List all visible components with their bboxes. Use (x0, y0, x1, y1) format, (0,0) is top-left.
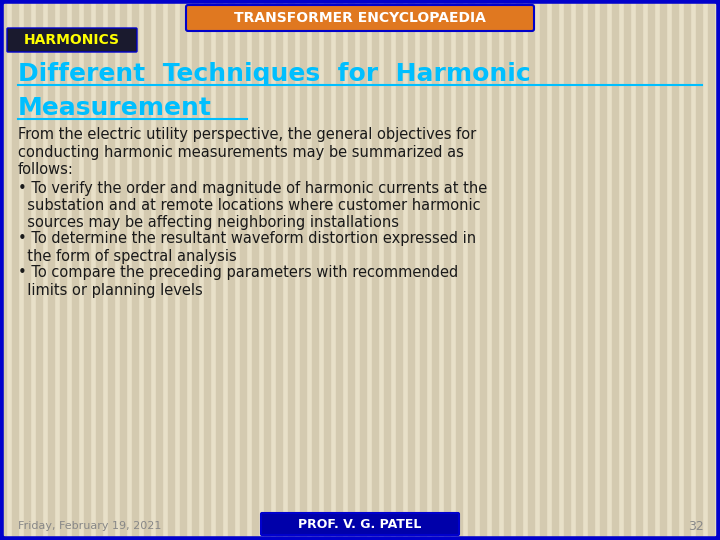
Text: follows:: follows: (18, 161, 74, 177)
FancyBboxPatch shape (186, 5, 534, 31)
Bar (696, 0, 702, 540)
Text: • To compare the preceding parameters with recommended: • To compare the preceding parameters wi… (18, 266, 458, 280)
Bar (348, 0, 354, 540)
Bar (108, 0, 114, 540)
Text: HARMONICS: HARMONICS (24, 33, 120, 47)
Text: limits or planning levels: limits or planning levels (18, 282, 203, 298)
Bar (12, 0, 18, 540)
Bar (504, 0, 510, 540)
Bar (552, 0, 558, 540)
Bar (612, 0, 618, 540)
Text: substation and at remote locations where customer harmonic: substation and at remote locations where… (18, 198, 481, 213)
Bar (180, 0, 186, 540)
Text: Friday, February 19, 2021: Friday, February 19, 2021 (18, 521, 161, 531)
Bar (456, 0, 462, 540)
Bar (240, 0, 246, 540)
Bar (516, 0, 522, 540)
Bar (636, 0, 642, 540)
Bar (660, 0, 666, 540)
Text: sources may be affecting neighboring installations: sources may be affecting neighboring ins… (18, 214, 399, 230)
Bar (600, 0, 606, 540)
Bar (624, 0, 630, 540)
Bar (48, 0, 54, 540)
Bar (264, 0, 270, 540)
Bar (588, 0, 594, 540)
Text: 32: 32 (688, 519, 704, 532)
Bar (228, 0, 234, 540)
Bar (360, 0, 366, 540)
Bar (96, 0, 102, 540)
Text: conducting harmonic measurements may be summarized as: conducting harmonic measurements may be … (18, 145, 464, 159)
Bar (336, 0, 342, 540)
Bar (252, 0, 258, 540)
Bar (540, 0, 546, 540)
Bar (672, 0, 678, 540)
Bar (648, 0, 654, 540)
Bar (684, 0, 690, 540)
Text: Measurement: Measurement (18, 96, 212, 120)
Bar (384, 0, 390, 540)
Bar (528, 0, 534, 540)
Bar (60, 0, 66, 540)
Bar (432, 0, 438, 540)
Bar (576, 0, 582, 540)
Bar (192, 0, 198, 540)
Bar (396, 0, 402, 540)
Bar (444, 0, 450, 540)
Text: • To verify the order and magnitude of harmonic currents at the: • To verify the order and magnitude of h… (18, 180, 487, 195)
Bar (564, 0, 570, 540)
Bar (312, 0, 318, 540)
Text: PROF. V. G. PATEL: PROF. V. G. PATEL (298, 517, 422, 530)
Bar (168, 0, 174, 540)
Text: • To determine the resultant waveform distortion expressed in: • To determine the resultant waveform di… (18, 232, 476, 246)
Bar (72, 0, 78, 540)
Bar (708, 0, 714, 540)
Bar (372, 0, 378, 540)
Bar (468, 0, 474, 540)
Bar (276, 0, 282, 540)
Bar (132, 0, 138, 540)
Bar (324, 0, 330, 540)
Text: TRANSFORMER ENCYCLOPAEDIA: TRANSFORMER ENCYCLOPAEDIA (234, 11, 486, 25)
Bar (144, 0, 150, 540)
Bar (300, 0, 306, 540)
Bar (84, 0, 90, 540)
Text: From the electric utility perspective, the general objectives for: From the electric utility perspective, t… (18, 127, 476, 143)
Text: the form of spectral analysis: the form of spectral analysis (18, 248, 237, 264)
Bar (0, 0, 6, 540)
Bar (288, 0, 294, 540)
Text: Different  Techniques  for  Harmonic: Different Techniques for Harmonic (18, 62, 531, 86)
FancyBboxPatch shape (261, 513, 459, 535)
Bar (492, 0, 498, 540)
Bar (204, 0, 210, 540)
Bar (120, 0, 126, 540)
Bar (36, 0, 42, 540)
Bar (156, 0, 162, 540)
Bar (24, 0, 30, 540)
Bar (408, 0, 414, 540)
Bar (216, 0, 222, 540)
FancyBboxPatch shape (7, 28, 137, 52)
Bar (420, 0, 426, 540)
Bar (480, 0, 486, 540)
